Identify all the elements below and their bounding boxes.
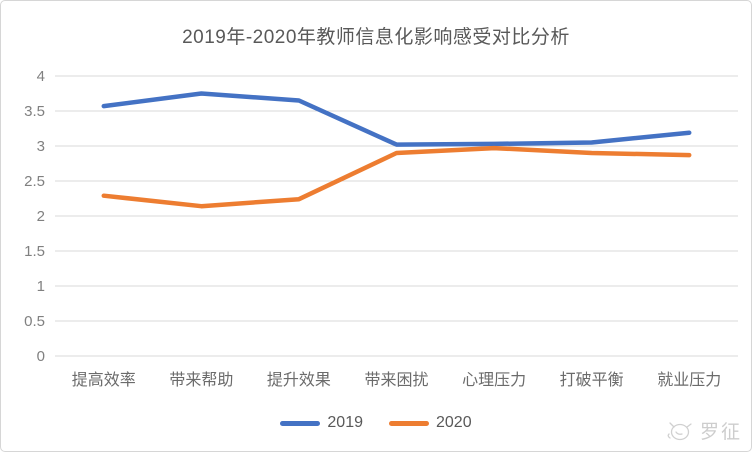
- legend-item-2020: 2020: [389, 414, 472, 432]
- x-category-label: 心理压力: [462, 371, 526, 389]
- legend-label: 2020: [436, 414, 472, 431]
- y-tick-label: 3.5: [24, 103, 45, 120]
- y-tick-label: 2: [37, 208, 45, 225]
- y-tick-label: 2.5: [24, 173, 45, 190]
- watermark-text: 罗征: [699, 421, 742, 443]
- y-tick-label: 4: [37, 68, 45, 85]
- x-category-label: 提高效率: [72, 371, 136, 389]
- x-category-label: 提升效果: [267, 371, 331, 389]
- legend-label: 2019: [327, 414, 363, 431]
- sketch-logo-icon: [667, 421, 692, 440]
- series-line-2020: [101, 145, 692, 209]
- series-line-2019: [101, 91, 692, 147]
- legend-item-2019: 2019: [280, 414, 363, 432]
- watermark: 罗征: [665, 417, 742, 444]
- x-category-label: 带来帮助: [169, 371, 233, 389]
- x-category-label: 带来困扰: [364, 371, 428, 389]
- x-category-label: 打破平衡: [560, 371, 624, 389]
- y-tick-label: 0: [37, 348, 45, 365]
- y-tick-label: 1: [37, 278, 45, 295]
- y-tick-label: 0.5: [24, 313, 45, 330]
- chart-title: 2019年-2020年教师信息化影响感受对比分析: [182, 27, 570, 48]
- legend-line-swatch-2020: [389, 420, 429, 426]
- x-category-label: 就业压力: [657, 371, 721, 389]
- y-tick-label: 1.5: [24, 243, 45, 260]
- chart-legend: 2019 2020: [1, 414, 751, 432]
- y-tick-label: 3: [37, 138, 45, 155]
- line-chart-plot: 0 0.5 1 1.5 2 2.5 3 3.5 4 提高效率 带来帮助 提升效果 带来困扰 心理压力 打破平…: [24, 68, 738, 389]
- legend-line-swatch-2019: [280, 420, 321, 426]
